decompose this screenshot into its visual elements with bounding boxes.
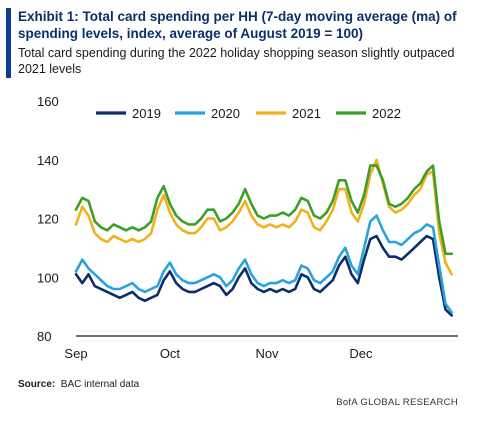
x-tick-label: Dec — [349, 346, 373, 361]
y-tick-label: 100 — [37, 270, 59, 285]
chart-title: Exhibit 1: Total card spending per HH (7… — [18, 9, 457, 41]
source-note: Source: BAC internal data — [18, 379, 139, 390]
series-line-2020 — [74, 214, 453, 314]
brand-credit: BofA GLOBAL RESEARCH — [336, 397, 458, 408]
series-lines — [74, 158, 453, 317]
legend-label-2021: 2021 — [292, 106, 321, 121]
series-line-2021 — [74, 158, 453, 276]
y-tick-label: 120 — [37, 212, 59, 227]
chart-subtitle: Total card spending during the 2022 holi… — [18, 46, 455, 76]
legend-label-2022: 2022 — [372, 106, 401, 121]
y-tick-label: 160 — [37, 94, 59, 109]
x-tick-label: Sep — [64, 346, 87, 361]
source-text: BAC internal data — [60, 379, 140, 390]
y-tick-label: 80 — [37, 329, 51, 344]
legend-label-2020: 2020 — [211, 106, 240, 121]
y-axis-ticks: 80 100 120 140 160 — [37, 94, 59, 344]
series-line-2022 — [74, 164, 453, 256]
legend: 2019 2020 2021 2022 — [96, 106, 401, 121]
series-line-2019 — [74, 234, 453, 317]
x-tick-label: Oct — [160, 346, 181, 361]
x-tick-label: Nov — [255, 346, 279, 361]
y-tick-label: 140 — [37, 153, 59, 168]
source-label: Source: — [18, 379, 56, 390]
accent-bar — [6, 8, 11, 78]
x-axis-ticks: Sep Oct Nov Dec — [64, 346, 373, 361]
legend-label-2019: 2019 — [132, 106, 161, 121]
